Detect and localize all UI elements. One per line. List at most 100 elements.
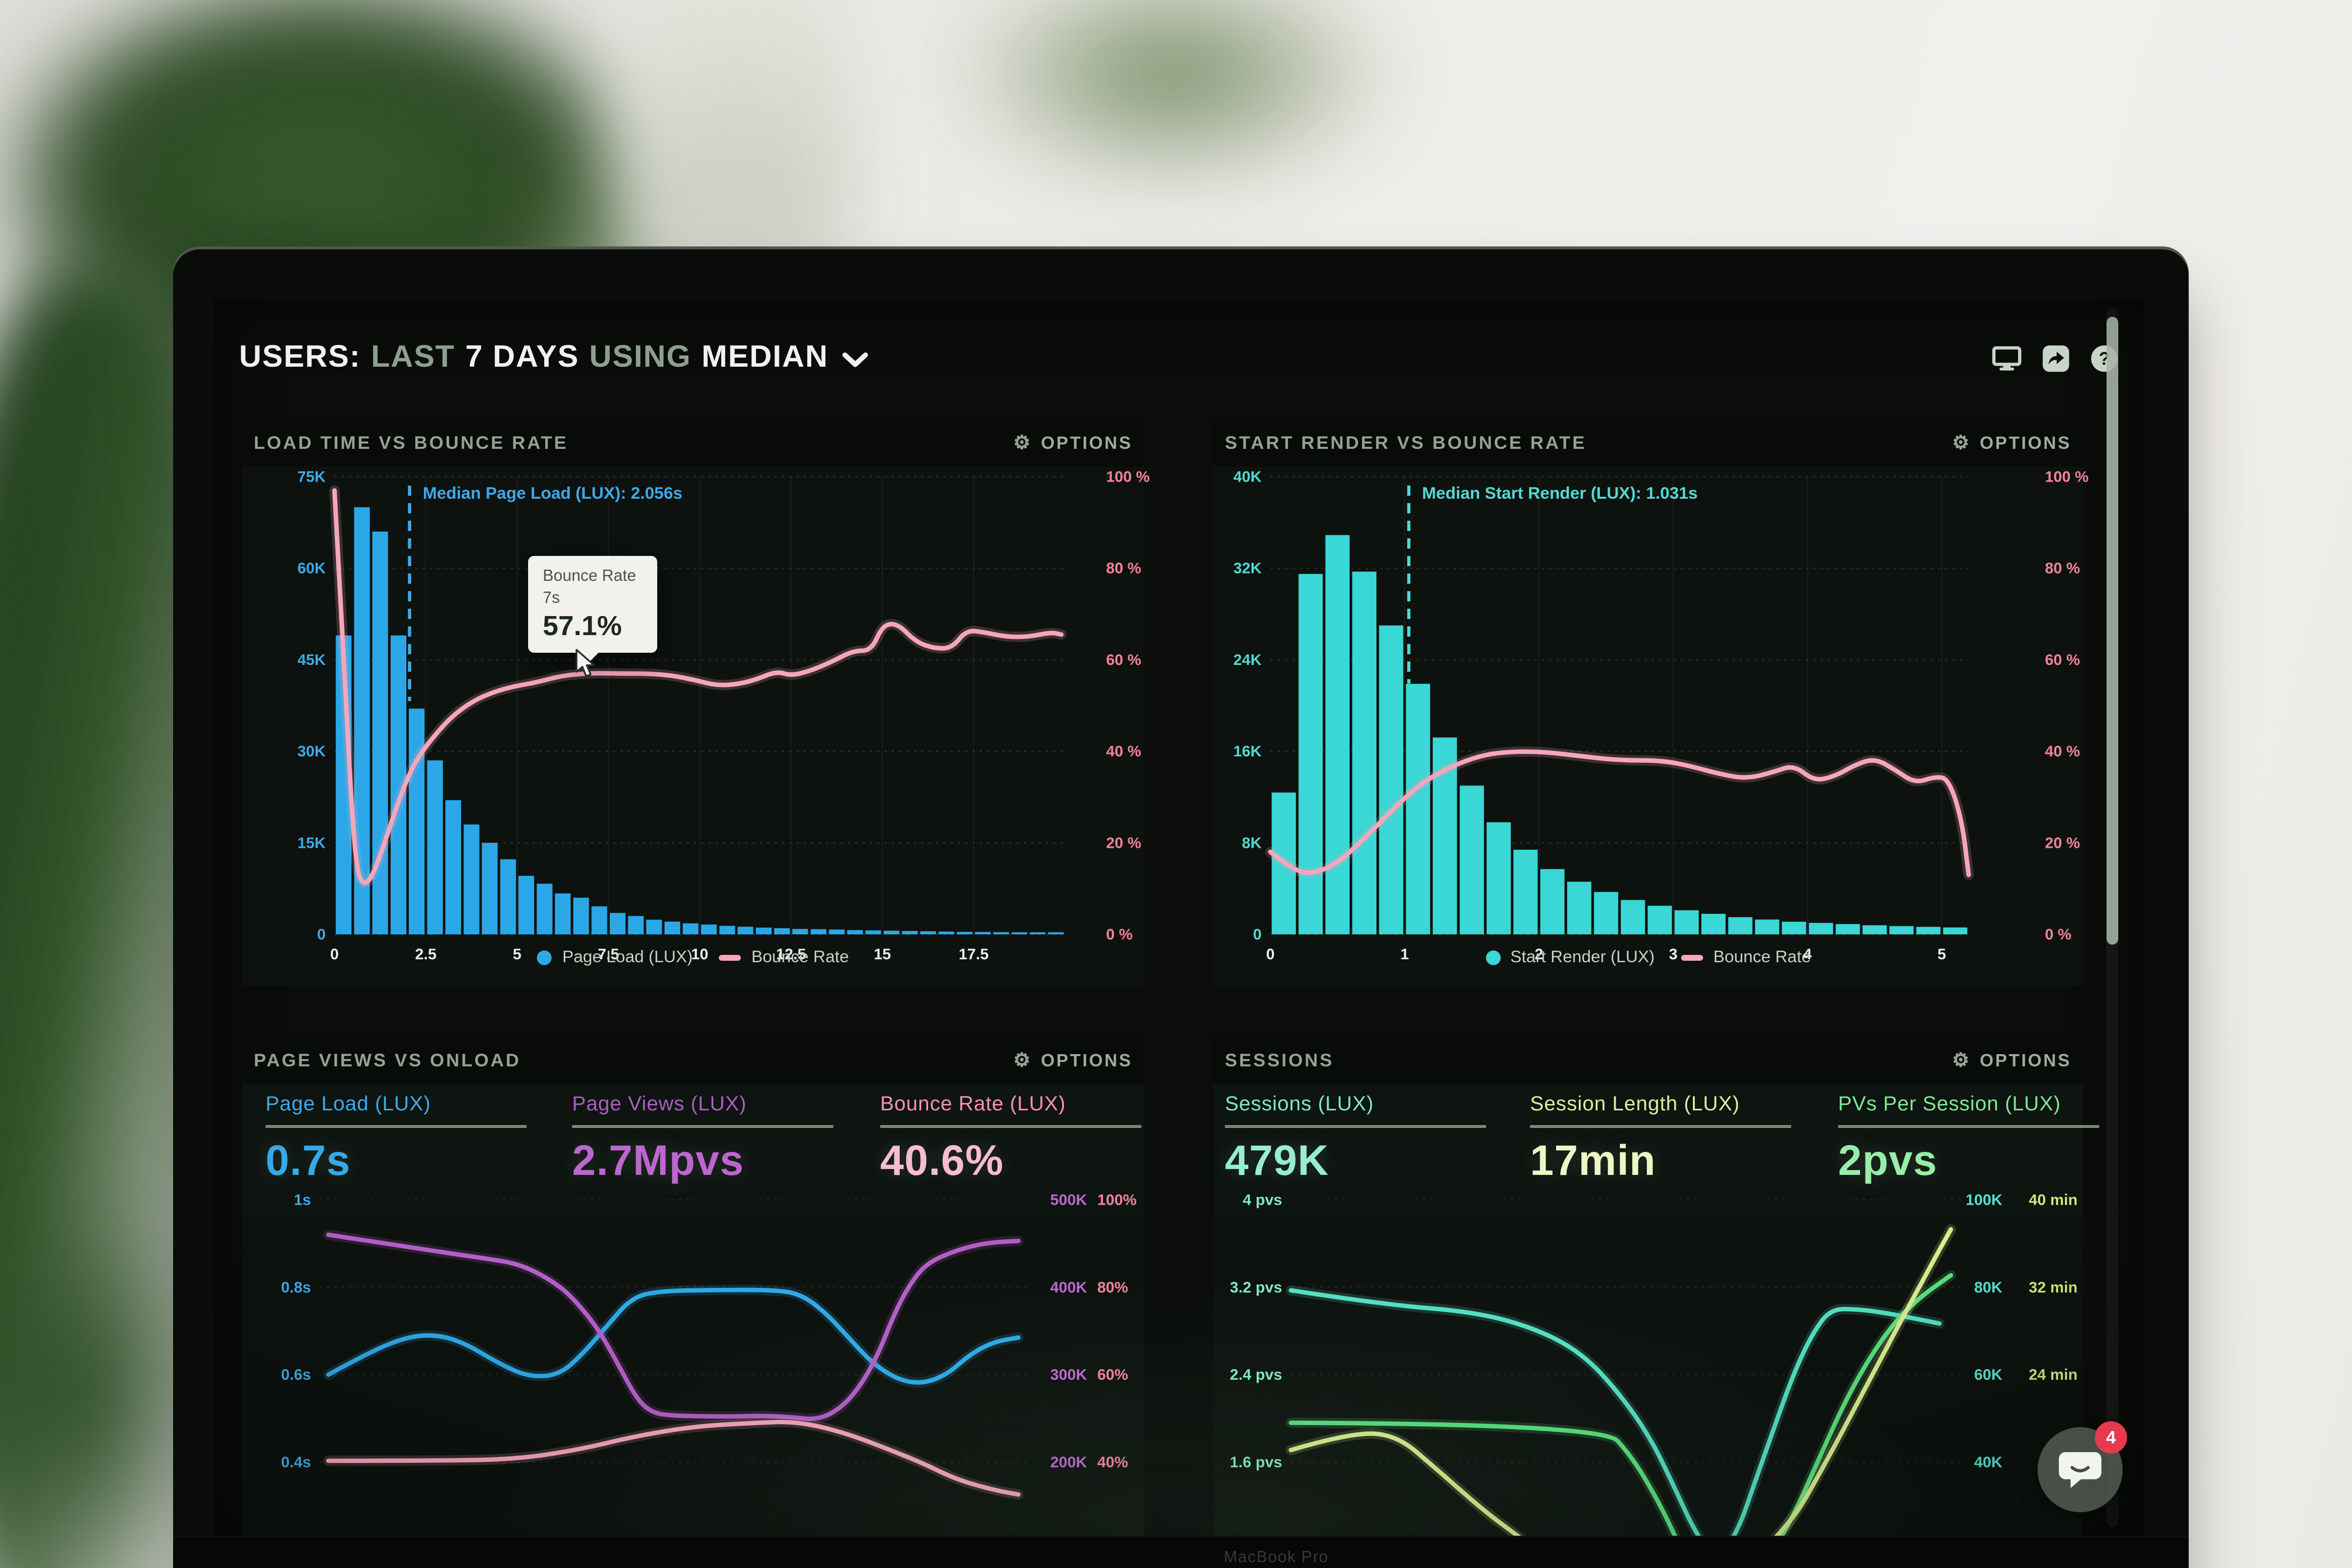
metric-underline (880, 1125, 1141, 1128)
svg-text:2.4 pvs: 2.4 pvs (1230, 1366, 1282, 1383)
chart-legend: Page Load (LUX) Bounce Rate (242, 949, 1144, 967)
options-label: OPTIONS (1979, 432, 2071, 453)
svg-text:30K: 30K (297, 742, 326, 760)
svg-text:300K: 300K (1050, 1366, 1087, 1383)
share-icon[interactable] (2041, 343, 2070, 373)
legend-bounce-rate[interactable]: Bounce Rate (719, 949, 849, 967)
page-views-onload-line-chart[interactable]: 1s 500K 100% 0.8s 400K 80% 0.6s 300K 60% 0.4s 200K… (242, 1182, 1174, 1536)
metric-value: 2.7Mpvs (572, 1138, 744, 1185)
options-button[interactable]: ⚙ OPTIONS (1013, 432, 1132, 453)
svg-text:500K: 500K (1050, 1191, 1087, 1209)
svg-text:Median Start Render (LUX): 1.0: Median Start Render (LUX): 1.031s (1422, 484, 1698, 503)
panel-header: START RENDER VS BOUNCE RATE ⚙ OPTIONS (1213, 418, 2083, 466)
title-median: MEDIAN (701, 340, 829, 374)
svg-text:40K: 40K (1233, 468, 1262, 486)
svg-text:80%: 80% (1097, 1278, 1128, 1296)
svg-text:60 %: 60 % (1106, 651, 1141, 668)
mouse-cursor-icon (575, 648, 597, 686)
options-label: OPTIONS (1041, 1049, 1132, 1070)
metric-label: Page Load (LUX) (266, 1091, 431, 1115)
gear-icon: ⚙ (1952, 1049, 1971, 1071)
metric-pvs-per-session: PVs Per Session (LUX) 2pvs (1838, 1091, 2126, 1187)
panel-start-render-vs-bounce-rate: START RENDER VS BOUNCE RATE ⚙ OPTIONS 0 1… (1213, 418, 2088, 986)
svg-text:200K: 200K (1050, 1453, 1087, 1471)
options-label: OPTIONS (1979, 1049, 2071, 1070)
metric-underline (266, 1125, 527, 1128)
page-title[interactable]: USERS: LAST 7 DAYS USING MEDIAN (239, 340, 868, 375)
options-button[interactable]: ⚙ OPTIONS (1952, 1050, 2071, 1070)
svg-text:45K: 45K (297, 651, 326, 668)
notification-badge: 4 (2095, 1421, 2127, 1454)
metric-page-views: Page Views (LUX) 2.7Mpvs (572, 1091, 860, 1187)
sessions-line-chart[interactable]: 4 pvs 100K 40 min 3.2 pvs 80K 32 min 2.4 pvs 60… (1213, 1182, 2093, 1536)
svg-text:16K: 16K (1233, 742, 1262, 760)
start-render-histogram-chart[interactable]: 0 1 2 3 4 5 40K 100 % 32K 80 % 24K 60 % 16K 40 % 8K 20 … (1213, 466, 2123, 972)
metric-label: Sessions (LUX) (1225, 1091, 1374, 1115)
svg-text:40 %: 40 % (1106, 742, 1141, 760)
chevron-down-icon[interactable] (842, 352, 868, 368)
panel-title: PAGE VIEWS VS ONLOAD (254, 1049, 521, 1070)
svg-text:0: 0 (330, 945, 339, 963)
svg-text:20 %: 20 % (1106, 834, 1141, 851)
svg-text:80K: 80K (1974, 1278, 2002, 1296)
svg-text:0 %: 0 % (1106, 926, 1132, 943)
metric-value: 17min (1530, 1138, 1656, 1185)
header-actions: ? (1992, 343, 2118, 373)
metric-underline (1530, 1125, 1791, 1128)
svg-text:100%: 100% (1097, 1191, 1137, 1209)
svg-text:32K: 32K (1233, 559, 1262, 577)
svg-text:12.5: 12.5 (776, 945, 806, 963)
panel-load-time-vs-bounce-rate: LOAD TIME VS BOUNCE RATE ⚙ OPTIONS 0 2.5 5… (242, 418, 1150, 986)
svg-text:32 min: 32 min (2029, 1278, 2078, 1296)
metric-value: 0.7s (266, 1138, 351, 1185)
options-button[interactable]: ⚙ OPTIONS (1013, 1050, 1132, 1070)
messenger-button[interactable]: 4 (2038, 1421, 2127, 1512)
svg-text:0 %: 0 % (2045, 926, 2071, 943)
metrics-strip (1213, 1084, 2083, 1216)
display-icon[interactable] (1992, 343, 2021, 373)
chart-tooltip: Bounce Rate 7s 57.1% (528, 556, 657, 664)
metric-label: Page Views (LUX) (572, 1091, 747, 1115)
metric-underline (1838, 1125, 2099, 1128)
load-time-histogram-chart[interactable]: 0 2.5 5 7.5 10 12.5 15 17.5 75K 100 % 60K 80 % 45K 60… (242, 466, 1188, 972)
svg-text:75K: 75K (297, 468, 326, 486)
metric-session-length: Session Length (LUX) 17min (1530, 1091, 1818, 1187)
metric-value: 2pvs (1838, 1138, 1938, 1185)
svg-text:60K: 60K (297, 559, 326, 577)
svg-text:0.6s: 0.6s (281, 1366, 311, 1383)
svg-text:5: 5 (1937, 945, 1946, 963)
chart-legend: Start Render (LUX) Bounce Rate (1213, 949, 2083, 967)
gear-icon: ⚙ (1013, 1049, 1032, 1071)
panel-title: SESSIONS (1225, 1049, 1334, 1070)
svg-text:8K: 8K (1242, 834, 1262, 851)
laptop-deck: MacBook Pro (173, 1536, 2189, 1568)
svg-text:4 pvs: 4 pvs (1243, 1191, 1282, 1209)
svg-text:15: 15 (874, 945, 891, 963)
svg-text:1s: 1s (294, 1191, 311, 1209)
legend-label: Bounce Rate (751, 949, 849, 967)
svg-text:17.5: 17.5 (959, 945, 989, 963)
svg-text:100 %: 100 % (1106, 468, 1150, 486)
svg-text:400K: 400K (1050, 1278, 1087, 1296)
title-last: LAST (371, 340, 455, 374)
tooltip-x-value: 7s (543, 589, 560, 607)
scrollbar-thumb[interactable] (2107, 317, 2118, 945)
options-label: OPTIONS (1041, 432, 1132, 453)
legend-bounce-rate[interactable]: Bounce Rate (1681, 949, 1811, 967)
app-header: USERS: LAST 7 DAYS USING MEDIAN (239, 331, 2118, 384)
svg-text:10: 10 (691, 945, 708, 963)
legend-dash-icon (719, 955, 741, 961)
svg-text:40 %: 40 % (2045, 742, 2080, 760)
gear-icon: ⚙ (1013, 431, 1032, 453)
panel-sessions: SESSIONS ⚙ OPTIONS Sessions (LUX) 479K S… (1213, 1036, 2099, 1536)
svg-text:0.4s: 0.4s (281, 1453, 311, 1471)
title-using: USING (589, 340, 691, 374)
metric-underline (572, 1125, 833, 1128)
metric-value: 40.6% (880, 1138, 1004, 1185)
tooltip-series-label: Bounce Rate (543, 568, 636, 585)
legend-start-render[interactable]: Start Render (LUX) (1485, 949, 1655, 967)
legend-page-load[interactable]: Page Load (LUX) (537, 949, 693, 967)
options-button[interactable]: ⚙ OPTIONS (1952, 432, 2071, 453)
title-7days: 7 DAYS (465, 340, 579, 374)
svg-text:100K: 100K (1966, 1191, 2003, 1209)
